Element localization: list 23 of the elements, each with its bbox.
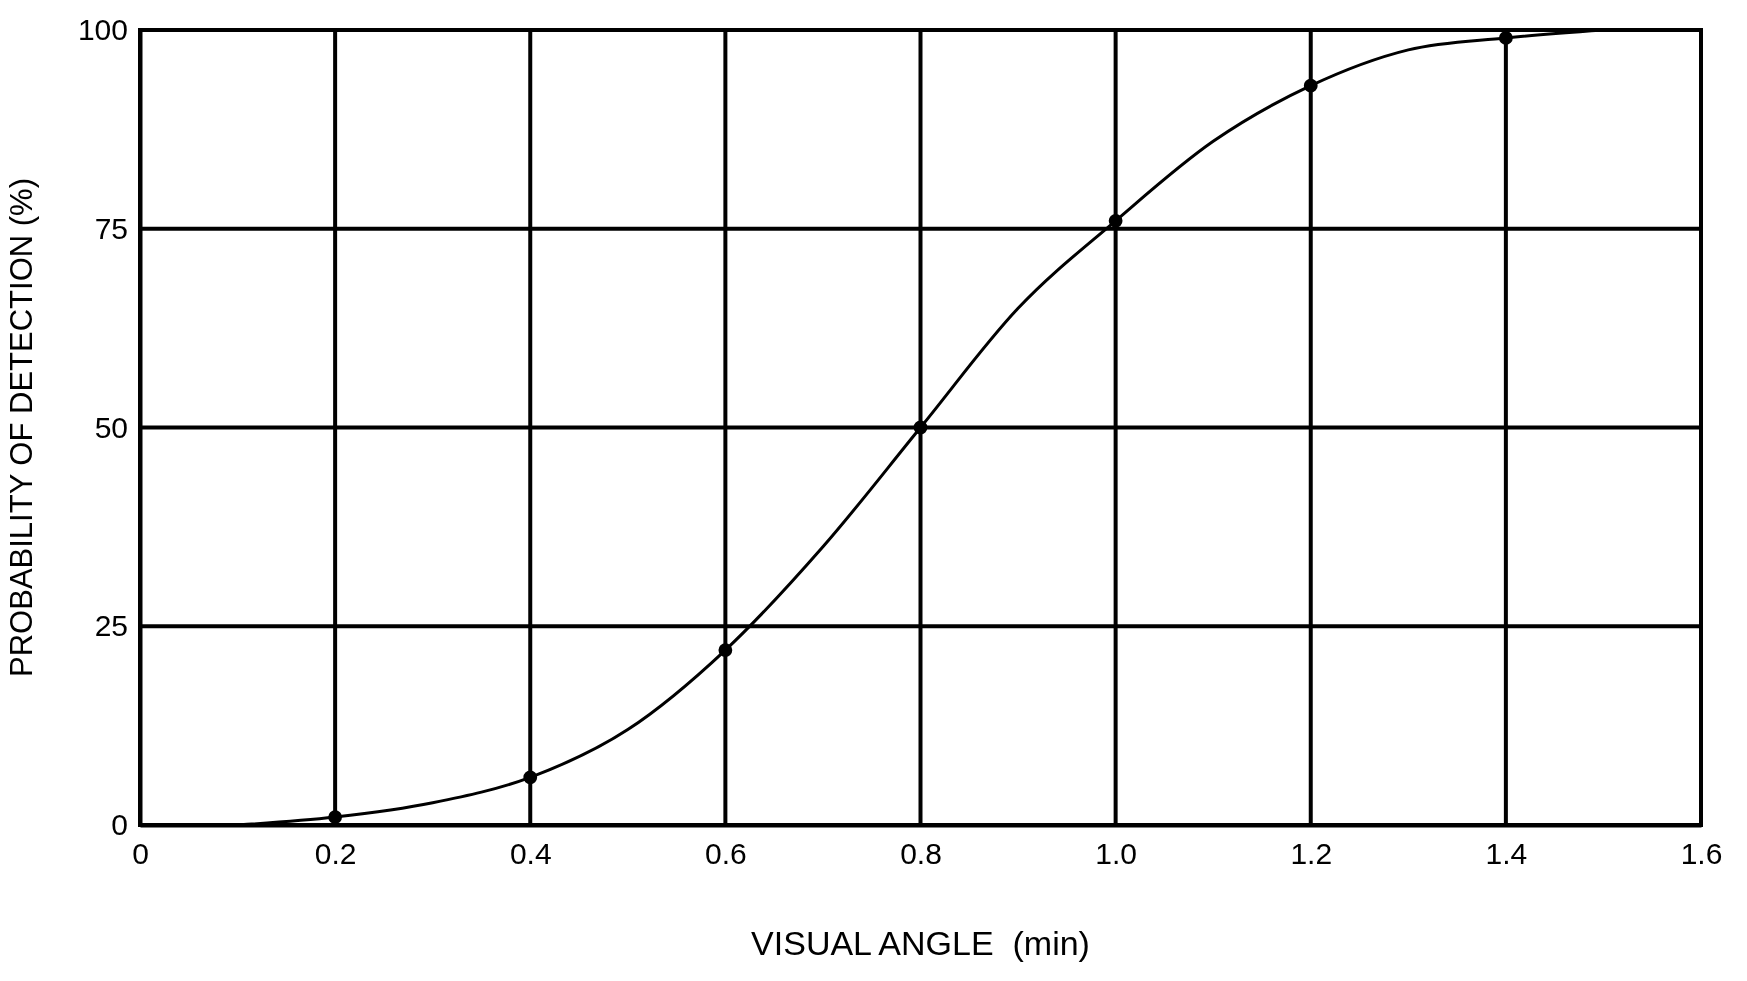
- point: [523, 770, 538, 785]
- point: [1498, 31, 1513, 45]
- x-tick-label: 1.6: [1680, 837, 1723, 871]
- point: [1108, 213, 1123, 228]
- point: [718, 643, 733, 657]
- x-tick-label: 0.2: [314, 837, 357, 871]
- x-tick-label: 1.2: [1290, 837, 1333, 871]
- y-axis-title: PROBABILITY OF DETECTION (%): [4, 178, 39, 677]
- y-tick-label: 0: [111, 808, 128, 842]
- y-tick-label: 25: [94, 609, 128, 643]
- y-tick-label: 100: [77, 13, 128, 47]
- point: [1303, 78, 1318, 93]
- x-tick-label: 0.8: [900, 837, 942, 871]
- y-tick-label: 50: [94, 410, 128, 444]
- point: [913, 420, 928, 435]
- x-axis-title: VISUAL ANGLE (min): [751, 924, 1090, 962]
- x-tick-label: 0.6: [705, 837, 747, 871]
- y-tick-label: 75: [94, 211, 128, 245]
- point: [328, 810, 343, 824]
- x-tick-label: 0: [132, 837, 149, 871]
- x-tick-label: 1.0: [1095, 837, 1137, 871]
- x-tick-label: 1.4: [1485, 837, 1528, 871]
- x-tick-label: 0.4: [509, 837, 552, 871]
